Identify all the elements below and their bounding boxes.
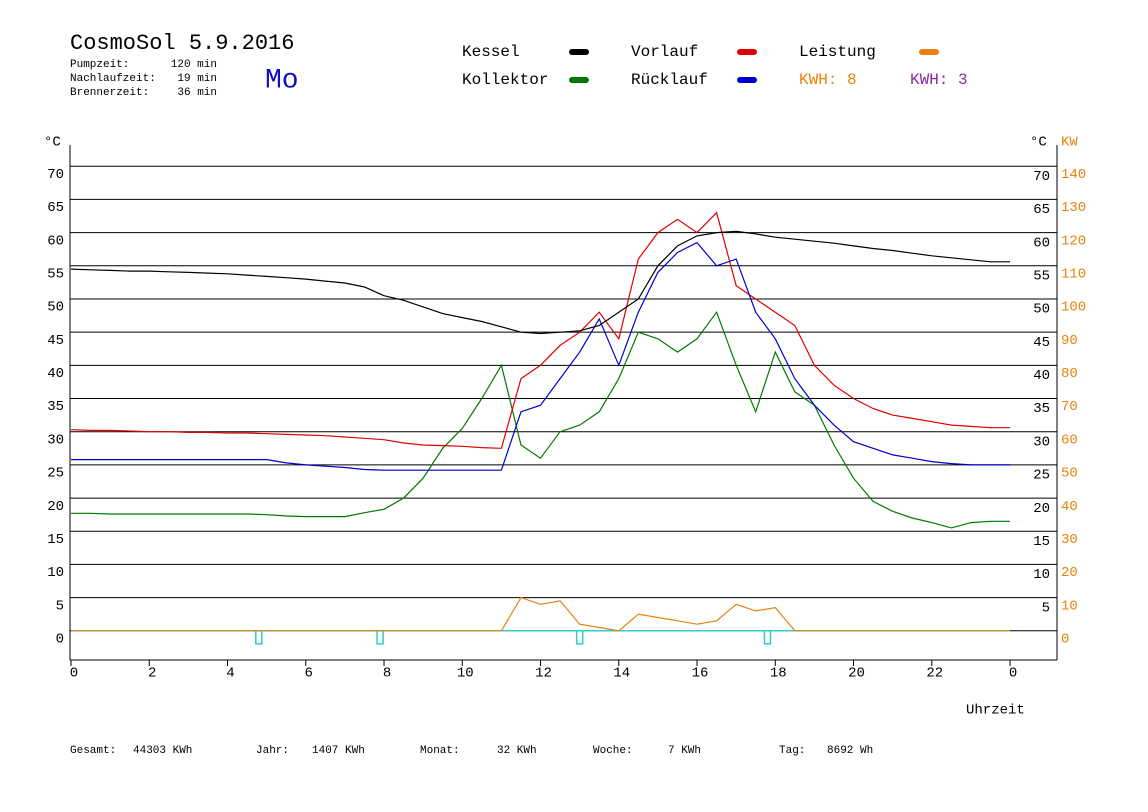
total-value: 1407 KWh [312,745,365,757]
y2-tick-label: 50 [1061,466,1078,482]
y-tick-label-right: 60 [1033,235,1050,251]
y2-tick-label: 130 [1061,200,1086,216]
y-tick-label-right: 70 [1033,169,1050,185]
y-tick-label-right: 50 [1033,302,1050,318]
y2-tick-label: 20 [1061,565,1078,581]
event-marker [376,630,384,645]
y-tick-label: 55 [47,266,64,282]
info-label: Brennerzeit: [70,87,149,99]
info-label: Nachlaufzeit: [70,73,156,85]
y-tick-label-right: 65 [1033,202,1050,218]
y-tick-label-right: 10 [1033,567,1050,583]
y-tick-label: 5 [56,598,64,614]
x-tick-label: 4 [226,666,234,682]
total-label: Jahr: [256,745,289,757]
y-tick-label-right: 25 [1033,468,1050,484]
x-tick-label: 2 [148,666,156,682]
info-value: 36 min [177,87,217,99]
total-label: Gesamt: [70,745,116,757]
y-tick-label: 35 [47,399,64,415]
y-tick-label: 45 [47,333,64,349]
y2-tick-label: 140 [1061,167,1086,183]
weekday: Mo [265,65,299,96]
y-tick-label-right: 15 [1033,534,1050,550]
x-tick-label: 6 [305,666,313,682]
x-tick-label: 10 [457,666,474,682]
y2-tick-label: 0 [1061,632,1069,648]
y2-tick-label: 10 [1061,598,1078,614]
y2-tick-label: 100 [1061,300,1086,316]
event-marker [575,630,584,645]
y-tick-label-right: 30 [1033,434,1050,450]
kwh-label: KWH: 8 [799,71,857,89]
y2-tick-label: 80 [1061,366,1078,382]
y-axis-label-right: °C [1030,135,1047,151]
y-tick-label: 60 [47,233,64,249]
y-tick-label: 25 [47,466,64,482]
y-tick-label: 50 [47,300,64,316]
y-axis-label: °C [44,135,61,151]
y-tick-label-right: 20 [1033,501,1050,517]
y2-axis-label: KW [1061,135,1078,151]
event-marker [255,630,263,645]
legend-label: Kessel [462,43,520,61]
x-tick-label: 14 [613,666,630,682]
x-tick-label: 8 [383,666,391,682]
info-value: 120 min [171,59,217,71]
total-value: 7 KWh [668,745,701,757]
info-label: Pumpzeit: [70,59,129,71]
y2-tick-label: 40 [1061,499,1078,515]
legend-label: Rücklauf [631,71,708,89]
y-tick-label-right: 45 [1033,335,1050,351]
legend-label: Kollektor [462,71,548,89]
total-label: Woche: [593,745,633,757]
y-tick-label: 30 [47,432,64,448]
chart-title: CosmoSol 5.9.2016 [70,31,294,56]
y2-tick-label: 30 [1061,532,1078,548]
y-tick-label: 15 [47,532,64,548]
y-tick-label: 70 [47,167,64,183]
y-tick-label: 0 [56,632,64,648]
y-tick-label-right: 40 [1033,368,1050,384]
x-tick-label: 12 [535,666,552,682]
y2-tick-label: 110 [1061,266,1086,282]
total-value: 44303 KWh [133,745,192,757]
series-line [70,230,1010,335]
total-value: 8692 Wh [827,745,873,757]
total-label: Monat: [420,745,460,757]
x-tick-label: 20 [848,666,865,682]
total-value: 32 KWh [497,745,537,757]
x-tick-label: 18 [770,666,787,682]
x-tick-label: 0 [1009,666,1017,682]
legend-label: Vorlauf [631,43,698,61]
total-label: Tag: [779,745,805,757]
x-tick-label: 22 [926,666,943,682]
x-axis-label: Uhrzeit [966,703,1025,719]
info-value: 19 min [177,73,217,85]
series-line [71,310,1010,529]
y-tick-label: 65 [47,200,64,216]
y-tick-label: 10 [47,565,64,581]
series-line [71,596,1010,632]
event-marker [763,630,772,645]
series-line [70,211,1010,449]
y-tick-label: 20 [47,499,64,515]
x-tick-label: 0 [70,666,78,682]
legend-label: Leistung [799,43,876,61]
y-tick-label-right: 5 [1042,600,1050,616]
y2-tick-label: 120 [1061,233,1086,249]
y2-tick-label: 70 [1061,399,1078,415]
y-tick-label: 40 [47,366,64,382]
kwh-label: KWH: 3 [910,71,968,89]
x-tick-label: 16 [692,666,709,682]
y2-tick-label: 90 [1061,333,1078,349]
series-line [71,241,1010,471]
y-tick-label-right: 35 [1033,401,1050,417]
y-tick-label-right: 55 [1033,268,1050,284]
y2-tick-label: 60 [1061,432,1078,448]
